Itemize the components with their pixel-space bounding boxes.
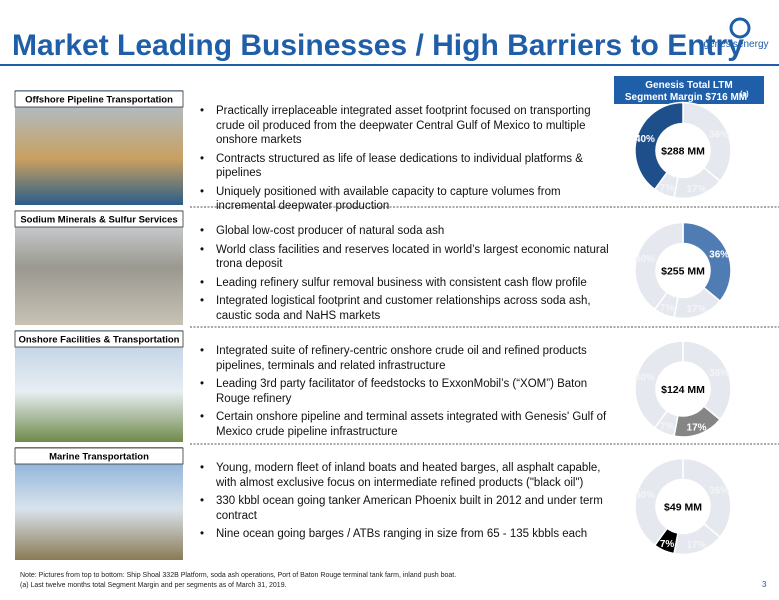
footnote: (a) Last twelve months total Segment Mar… xyxy=(20,582,287,589)
logo-mark xyxy=(729,17,751,39)
donut-slice xyxy=(634,101,684,191)
section-label: Onshore Facilities & Transportation xyxy=(18,335,179,346)
slice-label: 40% xyxy=(635,373,655,384)
section-label-box xyxy=(14,330,184,348)
section-photo xyxy=(15,90,183,205)
bullet: Young, modern fleet of inland boats and … xyxy=(198,461,613,490)
slice-label: 36% xyxy=(709,129,729,140)
section-label-box xyxy=(14,210,184,228)
title: Market Leading Businesses / High Barrier… xyxy=(12,29,744,62)
bullet: Global low-cost producer of natural soda… xyxy=(198,224,613,239)
section-photo xyxy=(15,330,183,442)
slice-label: 40% xyxy=(635,254,655,265)
bullet: Leading 3rd party facilitator of feedsto… xyxy=(198,377,613,406)
section-label: Sodium Minerals & Sulfur Services xyxy=(20,215,177,226)
slice-label: 17% xyxy=(687,423,707,434)
slice-label: 40% xyxy=(635,134,655,145)
donut-slice xyxy=(682,457,732,539)
donut-center: $124 MM xyxy=(661,384,705,396)
bullet-list: Global low-cost producer of natural soda… xyxy=(198,224,613,327)
bullet: Uniquely positioned with available capac… xyxy=(198,185,613,214)
section-label: Offshore Pipeline Transportation xyxy=(25,95,173,106)
donut-header-line: Segment Margin $716 MM xyxy=(625,92,747,103)
section-photo xyxy=(15,210,183,325)
bullet: Integrated suite of refinery-centric ons… xyxy=(198,344,613,373)
donut-center: $255 MM xyxy=(661,266,705,278)
bullet: Integrated logistical footprint and cust… xyxy=(198,294,613,323)
section-label-box xyxy=(14,447,184,465)
donut-slice xyxy=(634,457,684,547)
slice-label: 7% xyxy=(660,539,675,550)
slice-label: 7% xyxy=(660,422,675,433)
bullet: Nine ocean going barges / ATBs ranging i… xyxy=(198,527,613,542)
slice-label: 40% xyxy=(635,490,655,501)
slice-label: 7% xyxy=(660,303,675,314)
section-photo xyxy=(15,447,183,560)
slice-label: 36% xyxy=(709,368,729,379)
bullet: 330 kbbl ocean going tanker American Pho… xyxy=(198,494,613,523)
donut-center: $288 MM xyxy=(661,146,705,158)
bullet-list: Practically irreplaceable integrated ass… xyxy=(198,104,613,218)
slice-label: 36% xyxy=(709,249,729,260)
donut-header-sup: (a) xyxy=(740,91,749,98)
slice-label: 17% xyxy=(687,304,707,315)
bullet-list: Young, modern fleet of inland boats and … xyxy=(198,461,613,546)
bullet: World class facilities and reserves loca… xyxy=(198,243,613,272)
footnote: Note: Pictures from top to bottom: Ship … xyxy=(20,572,456,579)
donut-slice xyxy=(682,340,732,421)
section-label-box xyxy=(14,90,184,108)
donut-slice xyxy=(682,101,732,183)
donut-slice xyxy=(634,340,684,429)
page-number: 3 xyxy=(762,580,767,589)
bullet: Contracts structured as life of lease de… xyxy=(198,152,613,181)
donut-slice xyxy=(682,221,732,303)
slice-label: 36% xyxy=(709,485,729,496)
donut-header-box xyxy=(614,76,764,104)
slice-label: 17% xyxy=(687,184,707,195)
donut-center: $49 MM xyxy=(664,502,702,514)
section-label: Marine Transportation xyxy=(49,452,149,463)
bullet: Certain onshore pipeline and terminal as… xyxy=(198,410,613,439)
slice-label: 7% xyxy=(660,183,675,194)
donut-slice xyxy=(634,221,684,311)
bullet: Practically irreplaceable integrated ass… xyxy=(198,104,613,148)
logo-text: genesisenergy xyxy=(703,39,768,50)
slice-label: 17% xyxy=(687,540,707,551)
bullet: Leading refinery sulfur removal business… xyxy=(198,276,613,291)
bullet-list: Integrated suite of refinery-centric ons… xyxy=(198,344,613,443)
donut-header-line: Genesis Total LTM xyxy=(645,80,732,91)
